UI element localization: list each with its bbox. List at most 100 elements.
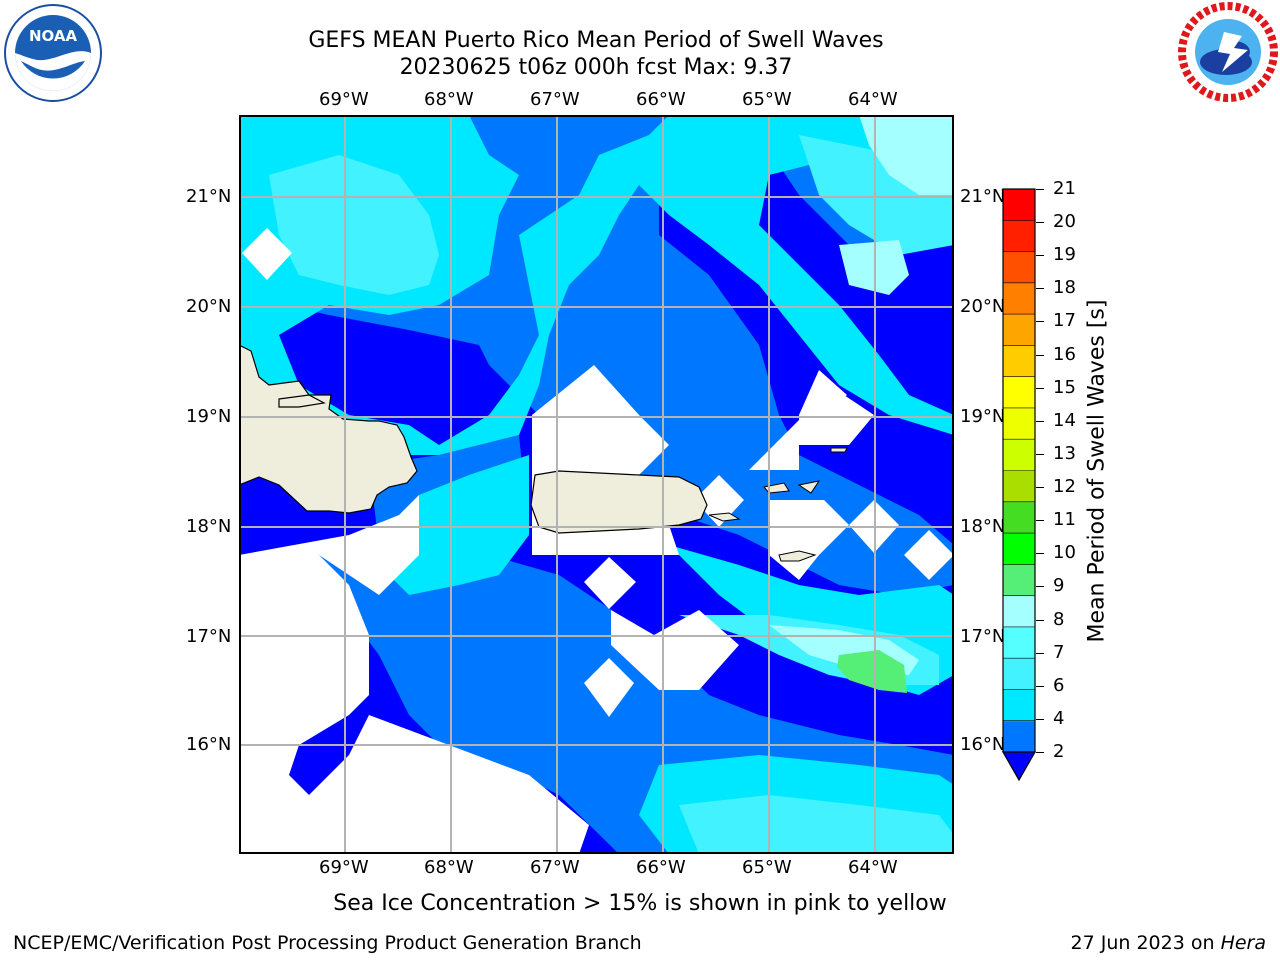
footer-date-text: 27 Jun 2023 on	[1070, 932, 1221, 954]
noaa-logo-text: NOAA	[29, 27, 78, 45]
colorbar-tick-label: 2	[1053, 741, 1065, 762]
colorbar-tick-label: 20	[1053, 211, 1076, 233]
lat-label-right: 21°N	[960, 186, 1006, 207]
colorbar-tick-mark	[1036, 752, 1044, 753]
no-data-region	[799, 395, 874, 445]
colorbar-tick-mark	[1036, 387, 1044, 389]
virgin-islands-land	[763, 482, 790, 494]
footer-branch: NCEP/EMC/Verification Post Processing Pr…	[13, 932, 642, 954]
lat-label-left: 20°N	[186, 296, 232, 317]
colorbar-segment	[1003, 314, 1035, 346]
footer-date: 27 Jun 2023 on Hera	[1071, 932, 1266, 954]
colorbar-segment	[1003, 220, 1035, 253]
colorbar-tick-label: 7	[1053, 641, 1065, 663]
lat-label-left: 19°N	[186, 406, 232, 427]
map-title-line1: GEFS MEAN Puerto Rico Mean Period of Swe…	[308, 28, 884, 53]
colorbar-segment	[1003, 533, 1035, 565]
colorbar-label: Mean Period of Swell Waves [s]	[1084, 299, 1110, 643]
no-data-region	[239, 495, 419, 595]
colorbar-segment	[1003, 595, 1035, 628]
lon-label-bottom: 69°W	[319, 857, 369, 878]
lon-label-bottom: 68°W	[424, 857, 474, 878]
no-data-region	[584, 658, 634, 717]
no-data-region	[611, 610, 739, 690]
colorbar-tick-mark	[1036, 321, 1044, 323]
virgin-islands-land	[708, 512, 741, 522]
colorbar-segment	[1003, 564, 1035, 597]
colorbar-tick-mark	[1036, 189, 1044, 190]
map-frame	[239, 115, 954, 854]
contour-7-8	[679, 795, 954, 854]
colorbar-tick-label: 14	[1053, 409, 1076, 431]
colorbar-tick-label: 21	[1053, 178, 1076, 199]
colorbar-segment	[1003, 439, 1035, 471]
lat-label-left: 18°N	[186, 516, 232, 537]
lat-label-right: 19°N	[960, 406, 1006, 427]
colorbar-segment	[1003, 658, 1035, 690]
no-data-region	[584, 557, 636, 609]
colorbar-tick-label: 17	[1053, 310, 1076, 332]
contour-8-9	[859, 115, 954, 195]
colorbar-segment	[1003, 189, 1035, 221]
colorbar-segment	[1003, 720, 1035, 753]
colorbar-tick-mark	[1036, 553, 1044, 555]
lon-label-bottom: 64°W	[848, 857, 898, 878]
lon-label-top: 68°W	[424, 89, 474, 110]
no-data-region	[749, 420, 799, 470]
colorbar-tick-label: 18	[1053, 277, 1076, 299]
colorbar-tick-mark	[1036, 288, 1044, 290]
colorbar-tick-mark	[1036, 453, 1044, 455]
lon-label-top: 67°W	[530, 89, 580, 110]
footer-host: Hera	[1220, 932, 1266, 954]
colorbar-segment	[1003, 407, 1035, 440]
colorbar-tick-label: 6	[1053, 674, 1065, 696]
colorbar-tick-label: 11	[1053, 509, 1076, 531]
colorbar-segment	[1003, 376, 1035, 409]
hispaniola-land	[278, 394, 326, 408]
colorbar-tick-label: 10	[1053, 542, 1076, 564]
lat-label-right: 17°N	[960, 626, 1006, 647]
colorbar-tick-mark	[1036, 520, 1044, 522]
colorbar-tick-label: 12	[1053, 476, 1076, 498]
no-data-region	[239, 555, 589, 854]
lon-label-bottom: 66°W	[636, 857, 686, 878]
colorbar-tick-mark	[1036, 685, 1044, 687]
colorbar-tick-label: 19	[1053, 244, 1076, 266]
colorbar-frame	[1002, 188, 1036, 753]
anegada-land	[830, 447, 848, 453]
colorbar-tick-mark	[1036, 586, 1044, 588]
lon-label-top: 64°W	[848, 89, 898, 110]
lon-label-bottom: 65°W	[742, 857, 792, 878]
colorbar-segment	[1003, 689, 1035, 722]
colorbar-tick-label: 4	[1053, 707, 1065, 729]
lat-label-left: 16°N	[186, 734, 232, 755]
hispaniola-land	[239, 344, 418, 514]
virgin-islands-land	[797, 480, 821, 494]
gridlines	[239, 115, 954, 854]
contour-7-8	[269, 155, 439, 295]
colorbar-segment	[1003, 501, 1035, 534]
colorbar-tick-label: 8	[1053, 608, 1065, 630]
map-plot	[239, 115, 954, 854]
colorbar-tick-mark	[1036, 420, 1044, 422]
colorbar-extend-arrow	[1002, 751, 1036, 782]
lat-label-left: 21°N	[186, 186, 232, 207]
colorbar-tick-mark	[1036, 619, 1044, 621]
colorbar-segment	[1003, 345, 1035, 378]
lat-label-right: 16°N	[960, 734, 1006, 755]
no-data-region	[694, 475, 744, 527]
colorbar-tick-mark	[1036, 255, 1044, 257]
colorbar	[1002, 188, 1036, 782]
colorbar-tick-label: 9	[1053, 575, 1065, 597]
nws-logo	[1178, 2, 1278, 102]
colorbar-segment	[1003, 251, 1035, 284]
colorbar-tick-mark	[1036, 718, 1044, 720]
sea-ice-caption: Sea Ice Concentration > 15% is shown in …	[333, 891, 947, 916]
colorbar-tick-label: 16	[1053, 343, 1076, 365]
colorbar-tick-label: 13	[1053, 442, 1076, 464]
colorbar-segment	[1003, 470, 1035, 503]
lat-label-right: 20°N	[960, 296, 1006, 317]
colorbar-tick-mark	[1036, 487, 1044, 489]
colorbar-tick-mark	[1036, 222, 1044, 224]
contour-6-7	[389, 455, 529, 595]
